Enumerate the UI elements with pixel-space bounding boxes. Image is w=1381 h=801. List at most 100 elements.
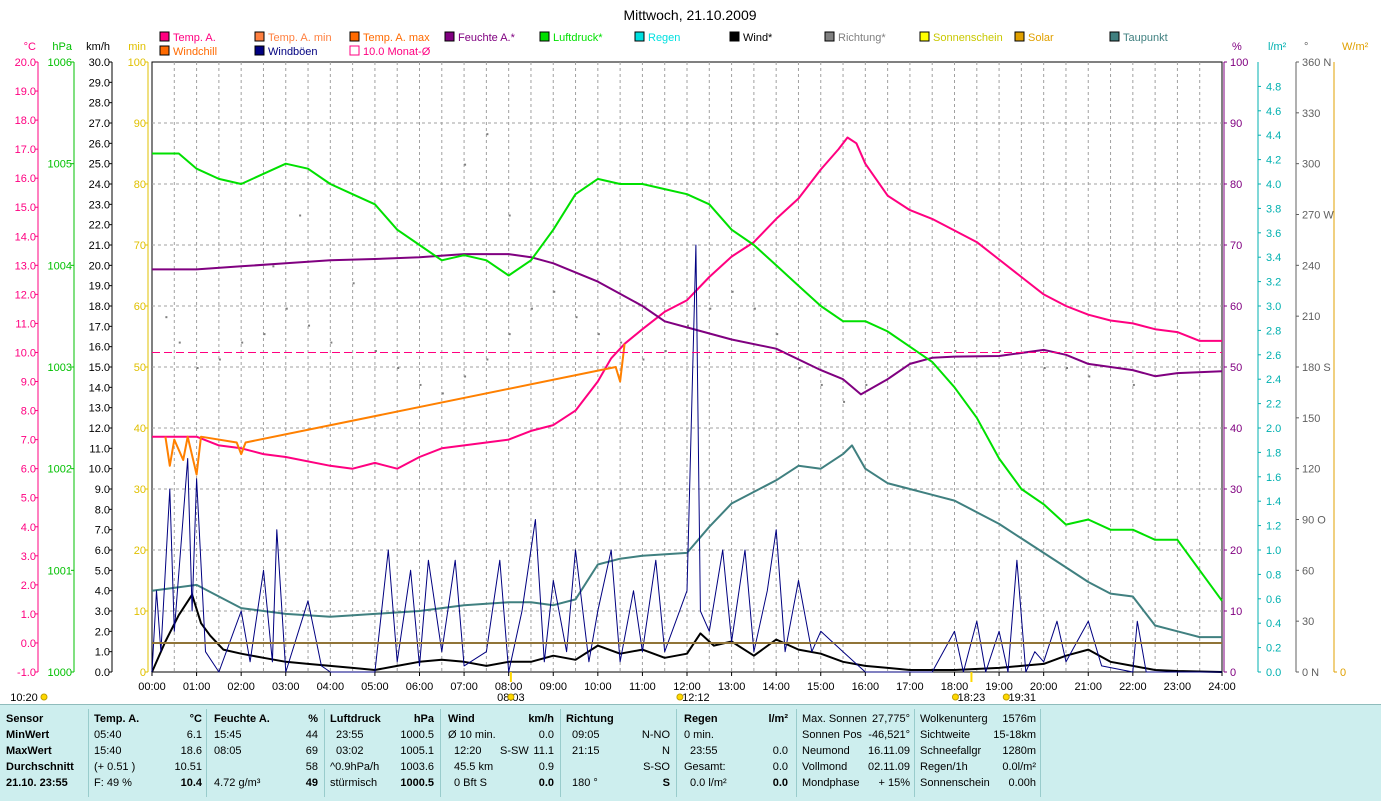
luftdruck-trend: ^0.9hPa/h: [330, 761, 380, 773]
temp-value: 18.6: [180, 745, 202, 757]
temp-tick-label: 11.0: [15, 318, 36, 330]
legend-label: Richtung*: [838, 32, 886, 44]
wind-tick-label: 1.0: [95, 647, 110, 659]
richtung-dot: [218, 358, 221, 361]
wind-tick-label: 7.0: [95, 525, 110, 537]
legend-swatch: [159, 45, 170, 56]
rain-tick-label: 1.6: [1266, 472, 1281, 484]
sun-tick-label: 0: [140, 667, 146, 679]
temp-tick-label: 0.0: [21, 638, 36, 650]
wind-tick-label: 13.0: [89, 403, 110, 415]
time-marker-label: 12:12: [682, 692, 710, 704]
wind-tick-label: 2.0: [95, 626, 110, 638]
extra-value: 0.00h: [1008, 777, 1036, 789]
wind-header: Wind: [448, 713, 475, 725]
time-marker-label: 19:31: [1009, 692, 1037, 704]
rain-tick-label: 3.2: [1266, 277, 1281, 289]
legend-swatch: [254, 31, 265, 42]
richtung-header: Richtung: [566, 713, 614, 725]
temp-tick-label: 12.0: [15, 289, 36, 301]
series-line-feuchte-a: [152, 253, 1223, 396]
series-line-temp-a: [152, 136, 1222, 470]
wind-dir: S-SW: [500, 745, 529, 757]
richtung-dot: [508, 214, 511, 217]
direction-axis-unit: °: [1304, 41, 1308, 53]
extra-value: 1280m: [1002, 745, 1036, 757]
rain-tick-label: 2.2: [1266, 399, 1281, 411]
rain-tick-label: 1.0: [1266, 545, 1281, 557]
temp-time: 15:40: [94, 745, 122, 757]
direction-tick-label: 60: [1302, 565, 1314, 577]
richtung-dot: [843, 400, 846, 403]
extra-label: Sichtweite: [920, 729, 971, 741]
divider: [796, 709, 797, 797]
extra-label: Sonnenschein: [920, 777, 990, 789]
sun-tick-label: 30: [134, 484, 146, 496]
rain-tick-label: 2.8: [1266, 325, 1281, 337]
series-line-windb-en: [151, 244, 1222, 673]
temp-tick-label: 6.0: [21, 464, 36, 476]
x-tick-label: 08:00: [495, 681, 523, 693]
sensor-row: MaxWert: [6, 745, 52, 757]
direction-tick-label: 0 N: [1302, 667, 1319, 679]
richtung-dot: [620, 341, 623, 344]
extra-value: 15-18km: [993, 729, 1036, 741]
feuchte-value: 58: [305, 761, 318, 773]
wind-tick-label: 11.0: [89, 443, 110, 455]
wind-tick-label: 20.0: [89, 260, 110, 272]
wind-tick-label: 26.0: [89, 138, 110, 150]
temp-tick-label: 16.0: [15, 173, 36, 185]
wind-tick-label: 12.0: [89, 423, 110, 435]
legend-label: Sonnenschein: [933, 32, 1003, 44]
humidity-tick-label: 0: [1230, 667, 1236, 679]
wind-value: 0.9: [538, 761, 554, 773]
rain-tick-label: 3.0: [1266, 301, 1281, 313]
luftdruck-value: 1005.1: [400, 745, 434, 757]
temp-tick-label: 15.0: [15, 202, 36, 214]
sun-icon: [507, 693, 515, 701]
sensor-row: 21.10. 23:55: [6, 777, 68, 789]
temp-current: 10.4: [180, 777, 202, 789]
legend-label: Windchill: [173, 46, 217, 58]
luftdruck-time: 23:55: [336, 729, 364, 741]
astro-label: Sonnen Pos: [802, 729, 862, 741]
chart-title: Mittwoch, 21.10.2009: [623, 7, 756, 23]
x-tick-label: 22:00: [1119, 681, 1147, 693]
astro-label: Vollmond: [802, 761, 848, 773]
richtung-dot: [954, 350, 957, 353]
temp-tick-label: 18.0: [15, 115, 36, 127]
astro-column: Max. Sonnen 27,775° Sonnen Pos -46,521° Ne…: [802, 705, 910, 801]
luftdruck-unit: hPa: [413, 713, 434, 725]
luftdruck-current: 1000.5: [400, 777, 434, 789]
feuchte-abs: 4.72 g/m³: [214, 777, 261, 789]
wind-beaufort: 0 Bft S: [454, 777, 488, 789]
richtung-dot: [486, 358, 489, 361]
regen-value: 0.0: [772, 761, 788, 773]
legend-label: Feuchte A.*: [458, 32, 516, 44]
pressure-axis-unit: hPa: [52, 41, 72, 53]
divider: [324, 709, 325, 797]
humidity-tick-label: 20: [1230, 545, 1242, 557]
rain-tick-label: 3.8: [1266, 203, 1281, 215]
wind-tick-label: 3.0: [95, 606, 110, 618]
humidity-tick-label: 60: [1230, 301, 1242, 313]
temp-tick-label: 4.0: [21, 522, 36, 534]
feuchte-value: 69: [305, 745, 318, 757]
richtung-dot: [308, 324, 311, 327]
rain-tick-label: 1.4: [1266, 496, 1281, 508]
richtung-dot: [530, 307, 533, 310]
wind-tick-label: 18.0: [89, 301, 110, 313]
direction-tick-label: 90 O: [1302, 515, 1326, 527]
richtung-dot: [241, 341, 244, 344]
feuchte-unit: %: [308, 713, 318, 725]
rain-tick-label: 0.8: [1266, 569, 1281, 581]
sensor-column: Sensor MinWert MaxWert Durchschnitt 21.1…: [6, 705, 86, 801]
wind-axis-unit: km/h: [86, 41, 110, 53]
richtung-dot: [553, 290, 556, 293]
richtung-dot: [709, 307, 712, 310]
legend-swatch: [254, 45, 265, 56]
regen-total: 0.0 l/m²: [690, 777, 727, 789]
richtung-dot: [798, 367, 801, 369]
wind-tick-label: 0.0: [95, 667, 110, 679]
x-tick-label: 11:00: [629, 681, 656, 693]
